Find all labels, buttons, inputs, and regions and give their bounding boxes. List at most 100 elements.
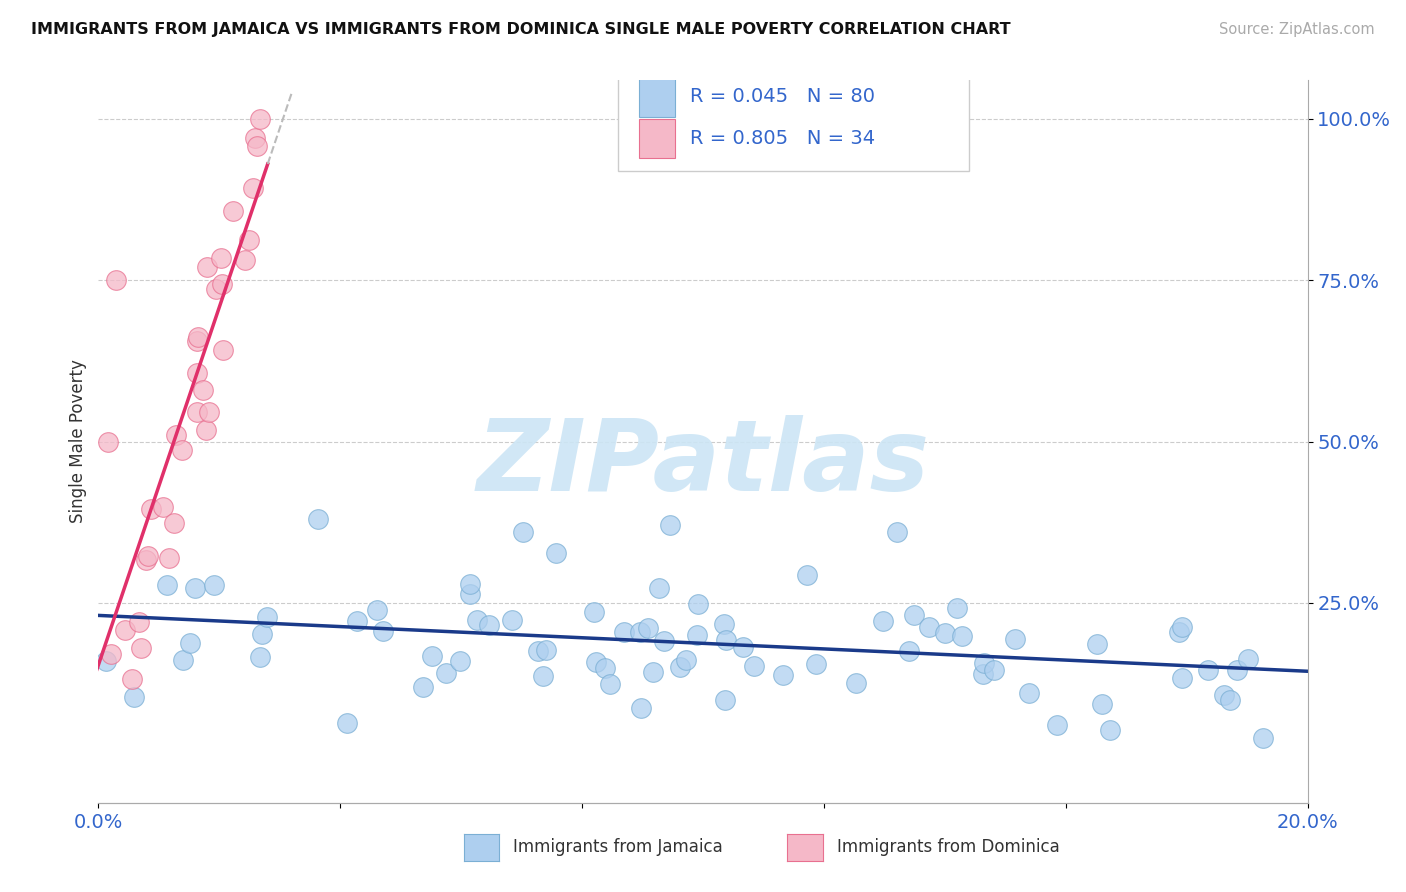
- Point: [209, 251, 232, 265]
- Point: [772, 668, 794, 682]
- Point: [172, 653, 194, 667]
- Point: [366, 603, 388, 617]
- Point: [179, 636, 201, 650]
- Point: [599, 677, 621, 691]
- Point: [613, 625, 636, 640]
- Point: [872, 614, 894, 628]
- Point: [97, 434, 120, 449]
- Point: [184, 581, 207, 595]
- Point: [187, 330, 209, 344]
- Point: [918, 620, 941, 634]
- Point: [114, 624, 136, 638]
- Point: [243, 130, 266, 145]
- Point: [527, 644, 550, 658]
- Point: [186, 366, 208, 380]
- FancyBboxPatch shape: [619, 77, 969, 170]
- Point: [156, 578, 179, 592]
- Point: [246, 138, 269, 153]
- FancyBboxPatch shape: [638, 119, 675, 158]
- Point: [731, 640, 754, 654]
- Point: [652, 634, 675, 648]
- Point: [1197, 663, 1219, 677]
- Point: [886, 524, 908, 539]
- Point: [973, 656, 995, 670]
- Point: [412, 680, 434, 694]
- Text: Immigrants from Jamaica: Immigrants from Jamaica: [513, 838, 723, 856]
- Point: [194, 423, 217, 437]
- Point: [420, 649, 443, 664]
- Point: [1219, 693, 1241, 707]
- Point: [249, 112, 271, 126]
- Point: [744, 659, 766, 673]
- Point: [121, 672, 143, 686]
- Point: [1085, 637, 1108, 651]
- Point: [256, 610, 278, 624]
- Point: [898, 644, 921, 658]
- Point: [129, 640, 152, 655]
- Point: [946, 600, 969, 615]
- Point: [163, 516, 186, 530]
- Point: [96, 654, 118, 668]
- Point: [686, 628, 709, 642]
- Point: [845, 676, 868, 690]
- Point: [371, 624, 394, 638]
- Point: [249, 649, 271, 664]
- Point: [139, 501, 162, 516]
- Point: [195, 260, 218, 275]
- Point: [186, 405, 208, 419]
- Point: [1098, 723, 1121, 737]
- Point: [478, 618, 501, 632]
- Point: [465, 613, 488, 627]
- Point: [165, 428, 187, 442]
- Point: [460, 577, 482, 591]
- Text: Immigrants from Dominica: Immigrants from Dominica: [837, 838, 1059, 856]
- Point: [630, 701, 652, 715]
- Point: [983, 663, 1005, 677]
- Point: [152, 500, 174, 514]
- Point: [449, 654, 471, 668]
- Text: R = 0.805   N = 34: R = 0.805 N = 34: [690, 129, 875, 148]
- Point: [950, 629, 973, 643]
- Point: [643, 665, 665, 679]
- Point: [202, 578, 225, 592]
- Point: [934, 625, 956, 640]
- Point: [170, 442, 193, 457]
- Point: [637, 621, 659, 635]
- Point: [713, 617, 735, 632]
- Point: [1004, 632, 1026, 647]
- Point: [534, 643, 557, 657]
- Point: [512, 524, 534, 539]
- FancyBboxPatch shape: [638, 77, 675, 117]
- Text: R = 0.045   N = 80: R = 0.045 N = 80: [690, 87, 875, 106]
- Point: [713, 692, 735, 706]
- Point: [804, 657, 827, 672]
- Point: [544, 546, 567, 560]
- Point: [501, 613, 523, 627]
- Point: [1018, 686, 1040, 700]
- Point: [198, 404, 221, 418]
- Point: [1226, 663, 1249, 677]
- Point: [648, 581, 671, 595]
- Point: [1090, 697, 1112, 711]
- Text: IMMIGRANTS FROM JAMAICA VS IMMIGRANTS FROM DOMINICA SINGLE MALE POVERTY CORRELAT: IMMIGRANTS FROM JAMAICA VS IMMIGRANTS FR…: [31, 22, 1011, 37]
- Point: [659, 518, 682, 533]
- Text: ZIPatlas: ZIPatlas: [477, 415, 929, 512]
- Point: [1046, 718, 1069, 732]
- Point: [100, 648, 122, 662]
- Point: [105, 273, 128, 287]
- Text: Source: ZipAtlas.com: Source: ZipAtlas.com: [1219, 22, 1375, 37]
- Point: [204, 282, 226, 296]
- Point: [460, 586, 482, 600]
- Point: [1171, 620, 1194, 634]
- Point: [675, 653, 697, 667]
- Point: [714, 633, 737, 648]
- Point: [122, 690, 145, 705]
- Y-axis label: Single Male Poverty: Single Male Poverty: [69, 359, 87, 524]
- Point: [531, 669, 554, 683]
- Point: [242, 180, 264, 194]
- Point: [1237, 652, 1260, 666]
- Point: [688, 597, 710, 611]
- Point: [1171, 671, 1194, 685]
- Point: [307, 512, 329, 526]
- Point: [585, 656, 607, 670]
